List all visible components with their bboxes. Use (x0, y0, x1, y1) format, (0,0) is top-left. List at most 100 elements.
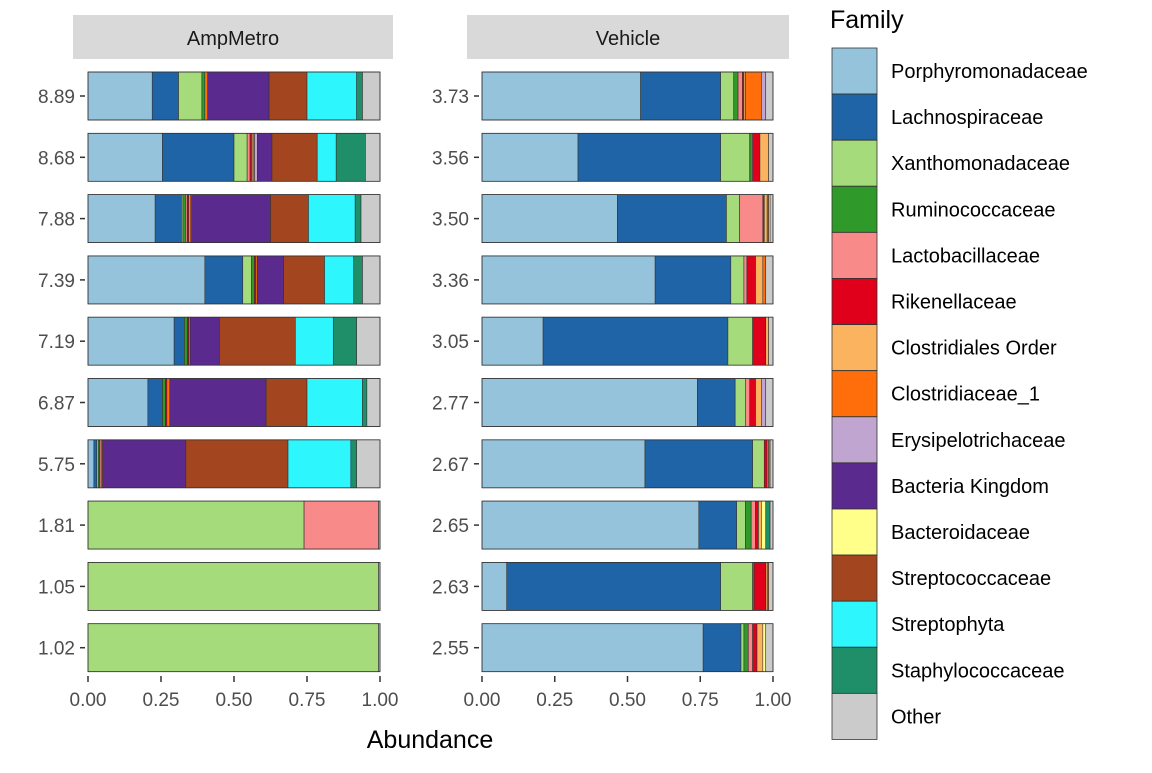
bar-segment-staphylococcaceae (350, 439, 357, 489)
bar-segment-xanthomonadaceae (727, 316, 753, 366)
legend-item: Bacteroidaceae (831, 508, 1030, 556)
bar-segment-staphylococcaceae (332, 316, 357, 366)
bar-segment-other (768, 316, 774, 366)
legend-item: Ruminococcaceae (831, 185, 1056, 233)
bar-outline (481, 132, 774, 182)
bar-2.55 (481, 623, 774, 673)
bar-segment-other (768, 562, 774, 611)
bar-segment-xanthomonadaceae (87, 500, 305, 550)
bar-segment-bacteroidaceae (762, 623, 767, 673)
bar-outline (481, 562, 774, 611)
bar-segment-ruminococcaceae (162, 378, 166, 427)
bar-segment-other (365, 133, 381, 182)
legend-item: Other (831, 693, 941, 740)
bar-segment-porphyromonadaceae (87, 194, 156, 243)
legend-key (831, 462, 878, 510)
bar-segment-other (765, 623, 774, 673)
legend-key (831, 693, 878, 740)
legend-key (831, 370, 878, 418)
y-tick-label: 7.39 (38, 271, 75, 292)
bar-segment-lactobacillaceae (743, 255, 748, 305)
bar-segment-lactobacillaceae (246, 133, 251, 182)
bar-segment-streptophyta (308, 194, 356, 243)
y-tick-label: 8.89 (38, 87, 75, 108)
bar-5.75 (87, 439, 381, 489)
bar-segment-other (362, 71, 381, 121)
bar-segment-porphyromonadaceae (87, 439, 95, 489)
bar-outline (481, 439, 774, 489)
bar-segment-streptophyta (324, 255, 355, 305)
panel-strip-label: AmpMetro (187, 28, 279, 50)
bar-segment-streptococcaceae (283, 255, 325, 305)
bar-outline (481, 255, 774, 305)
legend-label: Streptophyta (891, 614, 1005, 636)
bar-segment-xanthomonadaceae (178, 71, 203, 121)
bar-segment-erysipelotrichaceae (761, 71, 767, 121)
bar-segment-ruminococcaceae (184, 316, 188, 366)
bar-segment-xanthomonadaceae (726, 194, 740, 243)
bar-outline (481, 623, 774, 673)
bar-3.50 (481, 194, 774, 244)
bar-segment-lachnospiraceae (654, 255, 732, 305)
bar-segment-rikenellaceae (749, 378, 756, 427)
bar-segment-staphylococcaceae (335, 133, 366, 182)
bar-segment-xanthomonadaceae (720, 133, 751, 182)
bar-segment-rikenellaceae (752, 316, 767, 366)
bar-segment-xanthomonadaceae (87, 562, 379, 611)
bar-8.89 (87, 71, 381, 121)
panel-strip-label: Vehicle (596, 28, 661, 50)
x-tick-label: 0.50 (216, 690, 253, 711)
x-axis-title: Abundance (367, 726, 494, 754)
bar-6.87 (87, 378, 381, 427)
x-tick-label: 1.00 (755, 690, 792, 711)
bar-3.05 (481, 316, 774, 366)
bar-segment-clostridiaceae-1 (762, 255, 767, 305)
panel-ampmetro: AmpMetro 8.89 8.68 7.88 7.39 7.19 6.87 5.75 1.81… (38, 15, 398, 711)
legend-key (831, 278, 878, 325)
legend-key (831, 139, 878, 187)
bar-outline (87, 378, 381, 427)
bar-3.73 (481, 71, 774, 121)
bar-2.67 (481, 439, 774, 489)
bar-outline (481, 71, 774, 121)
legend-label: Bacteria Kingdom (891, 476, 1049, 498)
y-tick-label: 1.81 (38, 516, 75, 537)
legend-key (831, 47, 878, 95)
bar-segment-porphyromonadaceae (481, 194, 618, 243)
panels-layer: AmpMetro 8.89 8.68 7.88 7.39 7.19 6.87 5.75 1.81… (38, 15, 791, 711)
bar-outline (87, 194, 381, 244)
bar-segment-porphyromonadaceae (481, 378, 698, 427)
y-tick-label: 2.63 (432, 577, 469, 598)
bar-segment-other (769, 194, 774, 243)
bar-outline (87, 71, 381, 121)
bar-segment-bacteria-kingdom (257, 255, 284, 305)
bar-segment-ruminococcaceae (182, 194, 187, 243)
x-tick-label: 0.75 (682, 690, 719, 711)
bar-segment-ruminococcaceae (733, 71, 739, 121)
bar-segment-other (366, 378, 381, 427)
y-tick-label: 2.65 (432, 516, 469, 537)
y-tick-label: 1.02 (38, 639, 75, 660)
bar-segment-porphyromonadaceae (481, 562, 508, 611)
bar-segment-staphylococcaceae (354, 194, 362, 243)
bar-segment-lachnospiraceae (577, 133, 721, 182)
bar-segment-rikenellaceae (763, 439, 768, 489)
bar-segment-lachnospiraceae (698, 500, 737, 550)
bar-segment-other (765, 255, 774, 305)
bar-segment-lachnospiraceae (702, 623, 742, 673)
bar-segment-clostridiales-order (755, 378, 762, 427)
bar-segment-lachnospiraceae (154, 194, 182, 243)
legend-label: Ruminococcaceae (891, 199, 1056, 221)
bar-segment-other (769, 500, 774, 550)
bar-segment-clostridiaceae-1 (745, 71, 762, 121)
legend: Family Porphyromonadaceae Lachnospiraceae… (830, 6, 1088, 740)
bar-segment-porphyromonadaceae (87, 378, 149, 427)
legend-title: Family (830, 6, 904, 34)
bar-segment-xanthomonadaceae (734, 378, 746, 427)
bar-segment-lactobacillaceae (739, 194, 764, 243)
bar-segment-streptophyta (316, 133, 337, 182)
bar-segment-streptococcaceae (265, 378, 308, 427)
bar-segment-bacteria-kingdom (191, 194, 271, 243)
bar-segment-lactobacillaceae (303, 500, 379, 550)
bar-segment-other (360, 194, 381, 243)
